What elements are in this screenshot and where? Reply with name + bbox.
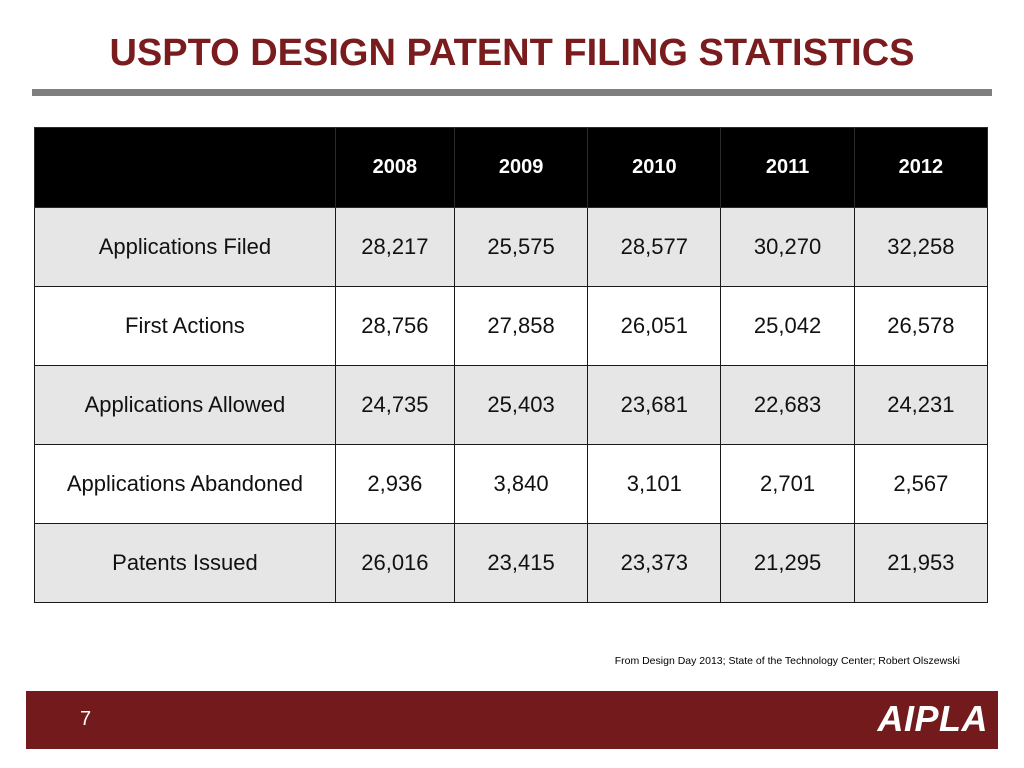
table-cell: 2,701 (720, 444, 855, 524)
page-number: 7 (80, 708, 92, 730)
table-cell: 28,577 (587, 207, 722, 287)
footer-bar: 7 AIPLA (26, 691, 998, 749)
table-cell: 21,953 (853, 523, 989, 603)
table-cell: 22,683 (720, 365, 855, 445)
table-cell: 25,042 (720, 286, 855, 366)
row-label: First Actions (34, 286, 336, 366)
row-label: Applications Allowed (34, 365, 336, 445)
table-cell: 28,756 (334, 286, 455, 366)
table-row: Patents Issued 26,016 23,415 23,373 21,2… (34, 523, 989, 603)
statistics-table: 2008 2009 2010 2011 2012 Applications Fi… (34, 127, 989, 603)
table-cell: 23,681 (587, 365, 722, 445)
row-label: Applications Filed (34, 207, 336, 287)
year-header: 2012 (853, 127, 989, 208)
title-divider (32, 89, 992, 96)
year-header: 2008 (334, 127, 455, 208)
table-cell: 2,567 (853, 444, 989, 524)
table-cell: 26,016 (334, 523, 455, 603)
table-cell: 27,858 (453, 286, 589, 366)
aipla-logo: AIPLA (877, 698, 988, 739)
year-header: 2011 (720, 127, 855, 208)
table-row: First Actions 28,756 27,858 26,051 25,04… (34, 286, 989, 366)
table-cell: 25,575 (453, 207, 589, 287)
table-row: Applications Allowed 24,735 25,403 23,68… (34, 365, 989, 445)
row-label: Patents Issued (34, 523, 336, 603)
row-label: Applications Abandoned (34, 444, 336, 524)
corner-cell (34, 127, 336, 208)
table-cell: 24,231 (853, 365, 989, 445)
table-cell: 21,295 (720, 523, 855, 603)
table-cell: 25,403 (453, 365, 589, 445)
slide-title: USPTO DESIGN PATENT FILING STATISTICS (109, 32, 915, 74)
year-header: 2010 (587, 127, 722, 208)
source-citation: From Design Day 2013; State of the Techn… (614, 655, 960, 667)
table-header-row: 2008 2009 2010 2011 2012 (34, 127, 989, 208)
table-cell: 26,051 (587, 286, 722, 366)
table-cell: 28,217 (334, 207, 455, 287)
table-cell: 23,415 (453, 523, 589, 603)
table-cell: 23,373 (587, 523, 722, 603)
year-header: 2009 (453, 127, 589, 208)
table-cell: 3,840 (453, 444, 589, 524)
table-cell: 24,735 (334, 365, 455, 445)
table-row: Applications Filed 28,217 25,575 28,577 … (34, 207, 989, 287)
table-row: Applications Abandoned 2,936 3,840 3,101… (34, 444, 989, 524)
table-cell: 30,270 (720, 207, 855, 287)
table-cell: 32,258 (853, 207, 989, 287)
table-cell: 2,936 (334, 444, 455, 524)
table-cell: 3,101 (587, 444, 722, 524)
table-cell: 26,578 (853, 286, 989, 366)
